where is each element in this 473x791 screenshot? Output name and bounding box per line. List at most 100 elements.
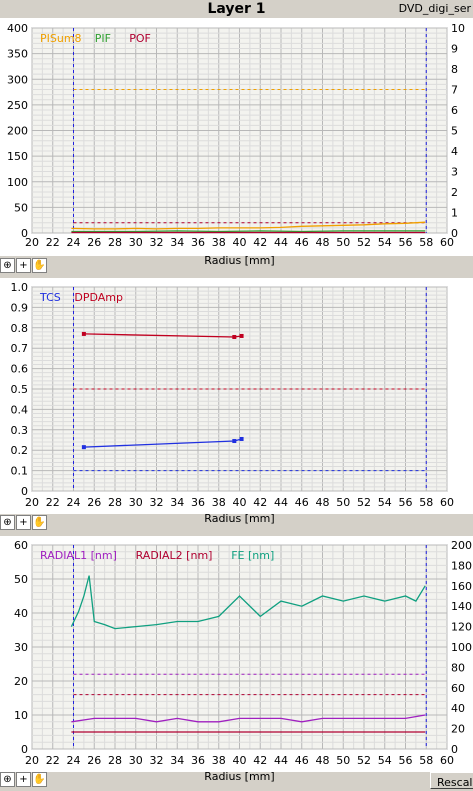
y-tick-label: 30 (14, 641, 28, 654)
x-tick-label: 46 (295, 754, 309, 767)
y-tick-label: 0 (21, 227, 28, 240)
y2-tick-label: 0 (451, 227, 458, 240)
y-tick-label: 0.9 (11, 301, 29, 314)
y-tick-label: 350 (7, 48, 28, 61)
x-tick-label: 36 (191, 236, 205, 249)
x-tick-label: 28 (108, 496, 122, 509)
x-tick-label: 58 (419, 236, 433, 249)
x-tick-label: 28 (108, 754, 122, 767)
x-tick-label: 48 (316, 236, 330, 249)
x-tick-label: 38 (212, 236, 226, 249)
x-tick-label: 38 (212, 754, 226, 767)
hand-pan-icon[interactable]: ✋ (32, 258, 47, 273)
y-tick-label: 400 (7, 22, 28, 35)
hand-pan-icon[interactable]: ✋ (32, 772, 47, 787)
x-tick-label: 24 (67, 236, 81, 249)
x-tick-label: 40 (233, 236, 247, 249)
y-tick-label: 300 (7, 73, 28, 86)
y-tick-label: 0.4 (11, 403, 29, 416)
y2-tick-label: 80 (451, 661, 465, 674)
x-tick-label: 30 (129, 754, 143, 767)
x-tick-label: 20 (25, 754, 39, 767)
x-tick-label: 60 (440, 754, 454, 767)
zoom-icon[interactable]: ⊕ (0, 258, 15, 273)
zoom-icon[interactable]: ⊕ (0, 772, 15, 787)
y-tick-label: 40 (14, 607, 28, 620)
x-tick-label: 54 (378, 754, 392, 767)
legend-entry: RADIAL1 [nm] (40, 549, 117, 562)
x-tick-label: 56 (399, 236, 413, 249)
x-tick-label: 22 (46, 754, 60, 767)
x-tick-label: 24 (67, 496, 81, 509)
x-tick-label: 48 (316, 754, 330, 767)
x-tick-label: 28 (108, 236, 122, 249)
x-tick-label: 34 (170, 754, 184, 767)
y2-tick-label: 4 (451, 145, 458, 158)
y2-tick-label: 1 (451, 207, 458, 220)
x-tick-label: 42 (253, 236, 267, 249)
y-tick-label: 60 (14, 539, 28, 552)
x-tick-label: 22 (46, 496, 60, 509)
legend-entry: DPDAmp (74, 291, 123, 304)
x-tick-label: 56 (399, 496, 413, 509)
y2-tick-label: 120 (451, 621, 472, 634)
x-tick-label: 36 (191, 754, 205, 767)
y-tick-label: 50 (14, 573, 28, 586)
x-tick-label: 54 (378, 496, 392, 509)
y2-tick-label: 6 (451, 104, 458, 117)
hand-pan-icon[interactable]: ✋ (32, 515, 47, 530)
y2-tick-label: 40 (451, 702, 465, 715)
y2-tick-label: 200 (451, 539, 472, 552)
chart-3: 0102030405060020406080100120140160180200… (0, 536, 473, 783)
x-axis-title: Radius [mm] (204, 254, 274, 267)
y2-tick-label: 3 (451, 166, 458, 179)
x-tick-label: 26 (87, 236, 101, 249)
y-tick-label: 250 (7, 99, 28, 112)
grid (31, 544, 448, 750)
data-point (81, 331, 86, 336)
chart-2: 0 0.1 0.2 0.3 0.4 0.5 0.6 0.7 0.8 0.9 1.0 20 22 24 26 2… (0, 278, 473, 525)
x-tick-label: 58 (419, 496, 433, 509)
x-tick-label: 30 (129, 236, 143, 249)
crosshair-icon[interactable]: + (16, 515, 31, 530)
y2-tick-label: 8 (451, 63, 458, 76)
y-tick-label: 0.8 (11, 322, 29, 335)
x-axis-title: Radius [mm] (204, 770, 274, 783)
x-tick-label: 46 (295, 236, 309, 249)
grid (31, 27, 448, 234)
y2-tick-label: 180 (451, 559, 472, 572)
y-tick-label: 0 (21, 485, 28, 498)
y-tick-label: 0.6 (11, 363, 29, 376)
y2-tick-label: 20 (451, 723, 465, 736)
x-tick-label: 60 (440, 496, 454, 509)
legend-entry: FE [nm] (231, 549, 274, 562)
x-tick-label: 44 (274, 496, 288, 509)
series-line-radial1 (71, 714, 426, 723)
y-tick-label: 150 (7, 150, 28, 163)
x-tick-label: 60 (440, 236, 454, 249)
y-tick-label: 10 (14, 709, 28, 722)
y-tick-label: 200 (7, 125, 28, 138)
crosshair-icon[interactable]: + (16, 772, 31, 787)
toolbar-chart-1: ⊕ + ✋ (0, 258, 47, 274)
y-tick-label: 1.0 (11, 281, 29, 294)
y2-tick-label: 140 (451, 600, 472, 613)
x-tick-label: 44 (274, 754, 288, 767)
series-line-pisum8 (71, 221, 426, 230)
crosshair-icon[interactable]: + (16, 258, 31, 273)
zoom-icon[interactable]: ⊕ (0, 515, 15, 530)
y-tick-label: 0.1 (11, 465, 29, 478)
data-point (239, 333, 244, 338)
y2-tick-label: 9 (451, 43, 458, 56)
x-tick-label: 52 (357, 236, 371, 249)
x-tick-label: 36 (191, 496, 205, 509)
x-tick-label: 52 (357, 754, 371, 767)
y2-tick-label: 7 (451, 84, 458, 97)
rescale-button[interactable]: Rescale (430, 772, 473, 789)
y-tick-label: 100 (7, 176, 28, 189)
data-point (232, 439, 237, 444)
y2-tick-label: 0 (451, 743, 458, 756)
x-tick-label: 26 (87, 496, 101, 509)
x-tick-label: 50 (336, 496, 350, 509)
x-tick-label: 42 (253, 754, 267, 767)
